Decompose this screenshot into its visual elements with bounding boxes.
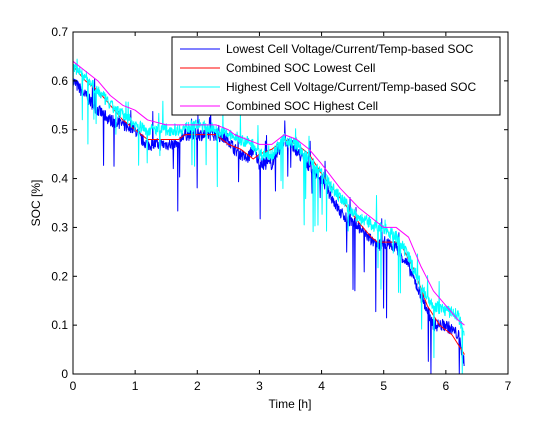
y-tick-label: 0: [61, 367, 68, 381]
plot-frame: [72, 31, 509, 375]
x-tick-label: 4: [318, 379, 325, 393]
y-tick-label: 0.5: [51, 123, 68, 137]
legend-label-1: Lowest Cell Voltage/Current/Temp-based S…: [226, 42, 474, 56]
legend: Lowest Cell Voltage/Current/Temp-based S…: [171, 36, 501, 116]
legend-label-3: Highest Cell Voltage/Current/Temp-based …: [226, 80, 476, 94]
y-tick-label: 0.6: [51, 74, 68, 88]
x-tick-label: 0: [70, 379, 77, 393]
legend-label-2: Combined SOC Lowest Cell: [226, 61, 375, 75]
x-tick-label: 6: [443, 379, 450, 393]
x-tick-label: 3: [256, 379, 263, 393]
legend-entries: Lowest Cell Voltage/Current/Temp-based S…: [180, 42, 476, 113]
y-axis-title: SOC [%]: [29, 180, 43, 227]
x-tick-label: 5: [380, 379, 387, 393]
x-axis-title: Time [h]: [269, 397, 312, 411]
series-line-4: [72, 60, 465, 326]
y-tick-label: 0.3: [51, 220, 68, 234]
legend-label-4: Combined SOC Highest Cell: [226, 99, 378, 113]
y-tick-label: 0.1: [51, 318, 68, 332]
x-tick-label: 2: [194, 379, 201, 393]
y-tick-label: 0.7: [51, 25, 68, 39]
tick-layer: 0 1 2 3 4 5 6 7 0 0.1 0.2 0.3 0.4 0.5 0.6 0.7: [51, 25, 511, 393]
x-tick-label: 7: [505, 379, 512, 393]
y-tick-label: 0.4: [51, 172, 68, 186]
legend-box: [171, 36, 501, 116]
x-tick-label: 1: [132, 379, 139, 393]
series-layer: [72, 58, 465, 375]
series-line-3: [72, 58, 465, 375]
y-tick-label: 0.2: [51, 269, 68, 283]
